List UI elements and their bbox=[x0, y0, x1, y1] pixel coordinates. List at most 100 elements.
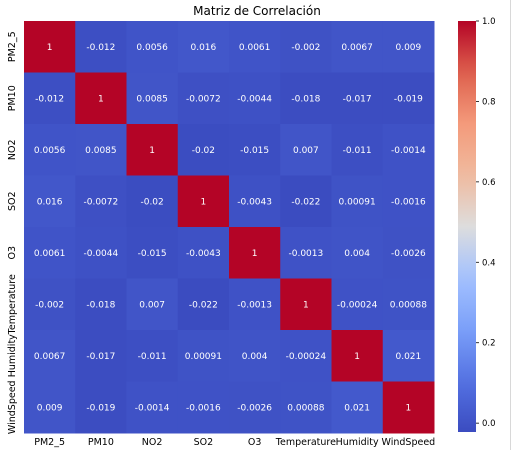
heatmap-cell-3-1 bbox=[75, 175, 127, 228]
cell-annotation-5-1: -0.018 bbox=[86, 300, 115, 310]
cell-annotation-4-0: 0.0061 bbox=[34, 249, 66, 259]
cell-annotation-2-0: 0.0056 bbox=[34, 146, 66, 156]
heatmap-cell-7-0 bbox=[24, 381, 76, 434]
heatmap-cell-0-3 bbox=[177, 21, 230, 73]
heatmap-cell-0-7 bbox=[382, 21, 435, 73]
cell-annotation-6-5: -0.00024 bbox=[286, 352, 327, 362]
colorbar-tick-label-0: 0.0 bbox=[482, 419, 496, 429]
cell-annotation-5-5: 1 bbox=[303, 300, 309, 310]
cell-annotation-7-2: -0.0014 bbox=[135, 403, 170, 413]
heatmap-cell-3-6 bbox=[331, 175, 384, 228]
cell-annotation-5-7: 0.00088 bbox=[390, 300, 427, 310]
heatmap-cell-4-7 bbox=[382, 227, 435, 279]
y-tick-label-5: Temperature bbox=[7, 274, 18, 335]
heatmap-annotations: 1 -0.012 0.0056 0.016 0.0061 -0.002 0.0067 0.00… bbox=[34, 43, 427, 414]
cell-annotation-0-6: 0.0067 bbox=[341, 43, 373, 53]
cell-annotation-7-6: 0.021 bbox=[344, 403, 370, 413]
cell-annotation-0-7: 0.009 bbox=[395, 43, 421, 53]
cell-annotation-6-3: 0.00091 bbox=[185, 352, 222, 362]
heatmap-cell-3-0 bbox=[24, 175, 76, 228]
heatmap-cell-0-4 bbox=[229, 21, 281, 73]
heatmap-cell-4-0 bbox=[24, 227, 76, 279]
heatmap-cell-5-4 bbox=[229, 278, 281, 331]
colorbar-tick-label-3: 0.6 bbox=[482, 178, 496, 188]
y-tick-label-1: PM10 bbox=[7, 85, 18, 111]
heatmap-cell-2-5 bbox=[280, 124, 332, 176]
cell-annotation-3-5: -0.022 bbox=[291, 197, 320, 207]
heatmap-cell-0-1 bbox=[75, 21, 127, 73]
cell-annotation-4-4: 1 bbox=[252, 249, 258, 259]
y-tick-label-6: Humidity bbox=[7, 334, 18, 377]
cell-annotation-7-3: -0.0016 bbox=[186, 403, 221, 413]
cell-annotation-2-2: 1 bbox=[149, 146, 155, 156]
cell-annotation-1-6: -0.017 bbox=[343, 94, 372, 104]
heatmap-cell-4-4 bbox=[229, 227, 281, 279]
cell-annotation-1-5: -0.018 bbox=[291, 94, 320, 104]
heatmap-cell-5-3 bbox=[177, 278, 230, 331]
heatmap-cell-1-2 bbox=[126, 72, 179, 125]
cell-annotation-4-5: -0.0013 bbox=[289, 249, 324, 259]
heatmap-cell-6-2 bbox=[126, 330, 179, 382]
cell-annotation-0-2: 0.0056 bbox=[136, 43, 168, 53]
heatmap-cell-4-1 bbox=[75, 227, 127, 279]
heatmap-cell-5-7 bbox=[382, 278, 435, 331]
cell-annotation-5-6: -0.00024 bbox=[337, 300, 378, 310]
heatmap-cell-0-2 bbox=[126, 21, 179, 73]
cell-annotation-4-1: -0.0044 bbox=[84, 249, 119, 259]
colorbar-tick-label-1: 0.2 bbox=[482, 339, 496, 349]
cell-annotation-1-3: -0.0072 bbox=[186, 94, 221, 104]
heatmap-cell-7-3 bbox=[177, 381, 230, 434]
heatmap-cell-7-2 bbox=[126, 381, 179, 434]
cell-annotation-3-1: -0.0072 bbox=[84, 197, 119, 207]
y-tick-label-2: NO2 bbox=[7, 139, 18, 160]
x-tick-label-3: SO2 bbox=[194, 437, 214, 448]
heatmap-cell-5-5 bbox=[280, 278, 332, 331]
heatmap-cell-0-6 bbox=[331, 21, 384, 73]
heatmap-cell-2-4 bbox=[229, 124, 281, 176]
colorbar: 0.0 0.2 0.4 0.6 0.8 1.0 bbox=[458, 17, 496, 432]
cell-annotation-7-1: -0.019 bbox=[86, 403, 115, 413]
heatmap-cell-5-1 bbox=[75, 278, 127, 331]
heatmap-cell-2-1 bbox=[75, 124, 127, 176]
x-axis-tick-labels: PM2_5 PM10 NO2 SO2 O3 Temperature Humidity Wind… bbox=[34, 437, 435, 448]
heatmap-cell-1-0 bbox=[24, 72, 76, 125]
cell-annotation-3-7: -0.0016 bbox=[391, 197, 426, 207]
cell-annotation-6-2: -0.011 bbox=[138, 352, 167, 362]
cell-annotation-2-7: -0.0014 bbox=[391, 146, 426, 156]
cell-annotation-3-0: 0.016 bbox=[37, 197, 63, 207]
cell-annotation-4-7: -0.0026 bbox=[391, 249, 426, 259]
colorbar-tick-label-2: 0.4 bbox=[482, 258, 496, 268]
cell-annotation-3-3: 1 bbox=[201, 197, 207, 207]
cell-annotation-5-0: -0.002 bbox=[35, 300, 64, 310]
cell-annotation-0-4: 0.0061 bbox=[239, 43, 271, 53]
heatmap-cell-2-6 bbox=[331, 124, 384, 176]
heatmap-cell-5-6 bbox=[331, 278, 384, 331]
x-tick-label-7: WindSpeed bbox=[382, 437, 436, 448]
heatmap-cell-1-7 bbox=[382, 72, 435, 125]
heatmap-cell-7-4 bbox=[229, 381, 281, 434]
heatmap-cell-6-4 bbox=[229, 330, 281, 382]
cell-annotation-3-6: 0.00091 bbox=[339, 197, 376, 207]
y-tick-label-4: O3 bbox=[7, 246, 18, 260]
cell-annotation-7-0: 0.009 bbox=[37, 403, 63, 413]
heatmap-cell-1-4 bbox=[229, 72, 281, 125]
heatmap-cell-6-7 bbox=[382, 330, 435, 382]
cell-annotation-5-4: -0.0013 bbox=[237, 300, 272, 310]
cell-annotation-1-0: -0.012 bbox=[35, 94, 64, 104]
heatmap-cell-2-7 bbox=[382, 124, 435, 176]
heatmap-cell-2-3 bbox=[177, 124, 230, 176]
cell-annotation-2-4: -0.015 bbox=[240, 146, 269, 156]
heatmap-cell-1-5 bbox=[280, 72, 332, 125]
x-tick-label-6: Humidity bbox=[336, 437, 379, 448]
heatmap-cell-2-2 bbox=[126, 124, 179, 176]
heatmap-cell-7-5 bbox=[280, 381, 332, 434]
x-tick-label-5: Temperature bbox=[275, 437, 336, 448]
heatmap-cell-7-1 bbox=[75, 381, 127, 434]
heatmap-cell-0-0 bbox=[24, 21, 76, 73]
heatmap-cell-4-3 bbox=[177, 227, 230, 279]
heatmap-cell-5-0 bbox=[24, 278, 76, 331]
heatmap-cell-6-6 bbox=[331, 330, 384, 382]
heatmap-cell-3-3 bbox=[177, 175, 230, 228]
